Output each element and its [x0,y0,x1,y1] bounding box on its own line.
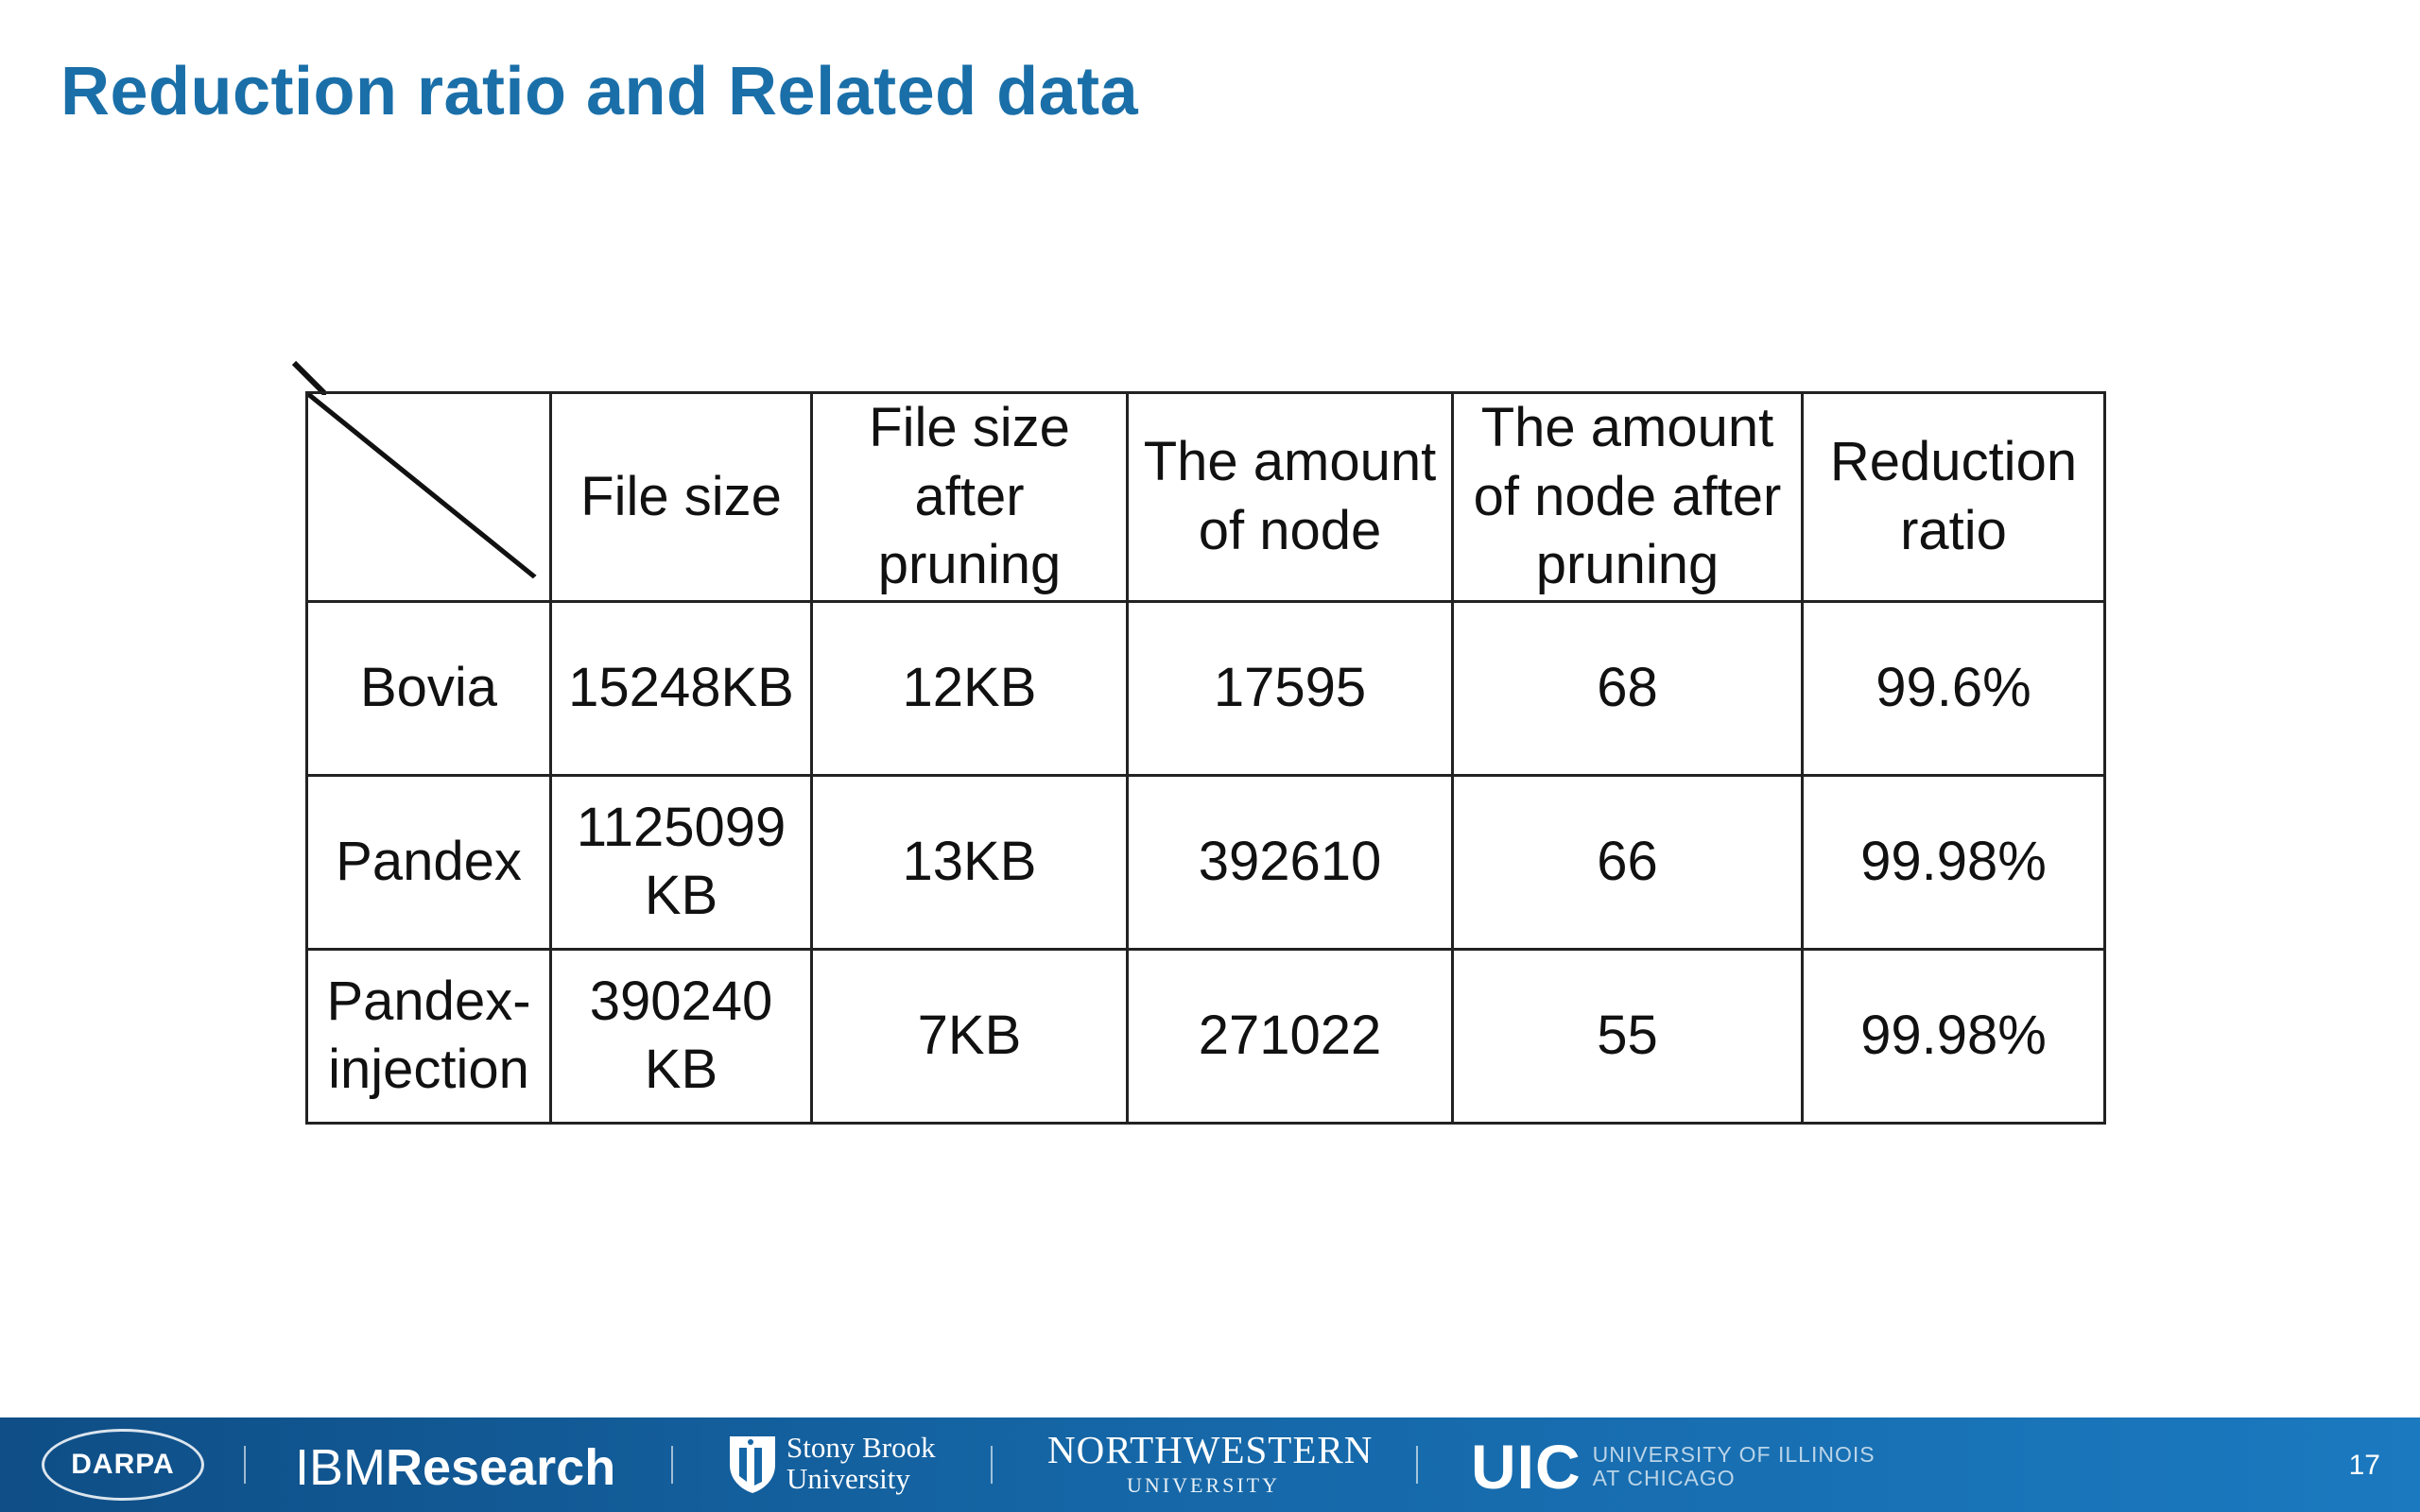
stony-brook-line1: Stony Brook [786,1431,936,1465]
table-corner-cell [305,391,552,603]
table-row: Pandex-injection 390240 KB 7KB 271022 55… [305,947,2106,1125]
data-table: File size File size after pruning The am… [305,391,2106,1125]
darpa-logo: DARPA [42,1429,204,1501]
uic-line2: AT CHICAGO [1592,1466,1736,1490]
slide-title: Reduction ratio and Related data [60,54,1139,129]
cell-amount-of-node-after-pruning: 66 [1451,773,1804,951]
northwestern-logo: NORTHWESTERN UNIVERSITY [1047,1428,1374,1497]
stony-brook-line2: University [786,1462,910,1495]
header-amount-of-node: The amount of node [1126,391,1454,603]
diagonal-overhang [291,360,326,395]
cell-amount-of-node-after-pruning: 55 [1451,947,1804,1125]
header-file-size: File size [549,391,813,603]
northwestern-main: NORTHWESTERN [1047,1428,1374,1471]
darpa-logo-text: DARPA [71,1449,175,1480]
cell-amount-of-node: 392610 [1126,773,1454,951]
table-row: Bovia 15248KB 12KB 17595 68 99.6% [305,599,2106,777]
cell-file-size-after-pruning: 12KB [810,599,1129,777]
cell-amount-of-node: 271022 [1126,947,1454,1125]
table-header-row: File size File size after pruning The am… [305,391,2106,603]
cell-reduction-ratio: 99.98% [1801,947,2106,1125]
stony-brook-logo: Stony Brook University [728,1433,936,1495]
footer-separator [991,1446,993,1484]
cell-amount-of-node-after-pruning: 68 [1451,599,1804,777]
cell-file-size-after-pruning: 13KB [810,773,1129,951]
page-number: 17 [2348,1450,2380,1481]
footer-separator [1416,1446,1418,1484]
shield-icon [730,1436,775,1493]
ibm-logo-text: IBM [295,1439,387,1496]
cell-reduction-ratio: 99.98% [1801,773,2106,951]
footer-separator [244,1446,246,1484]
diagonal-line [309,395,537,579]
row-label: Pandex-injection [305,947,552,1125]
header-file-size-after-pruning: File size after pruning [810,391,1129,603]
header-amount-of-node-after-pruning: The amount of node after pruning [1451,391,1804,603]
cell-file-size: 390240 KB [549,947,813,1125]
footer-bar: DARPA IBMResearch Stony Brook University… [0,1418,2420,1512]
footer-separator [671,1446,673,1484]
cell-reduction-ratio: 99.6% [1801,599,2106,777]
ibm-research-logo: IBMResearch [295,1438,615,1497]
table-row: Pandex 1125099 KB 13KB 392610 66 99.98% [305,773,2106,951]
header-reduction-ratio: Reduction ratio [1801,391,2106,603]
research-logo-text: Research [386,1439,616,1496]
cell-amount-of-node: 17595 [1126,599,1454,777]
uic-line1: UNIVERSITY OF ILLINOIS [1592,1441,1876,1467]
cell-file-size: 15248KB [549,599,813,777]
row-label: Pandex [305,773,552,951]
uic-main: UIC [1471,1432,1582,1502]
uic-logo: UIC UNIVERSITY OF ILLINOIS AT CHICAGO [1471,1431,1876,1503]
northwestern-sub: UNIVERSITY [1127,1473,1280,1497]
cell-file-size-after-pruning: 7KB [810,947,1129,1125]
cell-file-size: 1125099 KB [549,773,813,951]
row-label: Bovia [305,599,552,777]
